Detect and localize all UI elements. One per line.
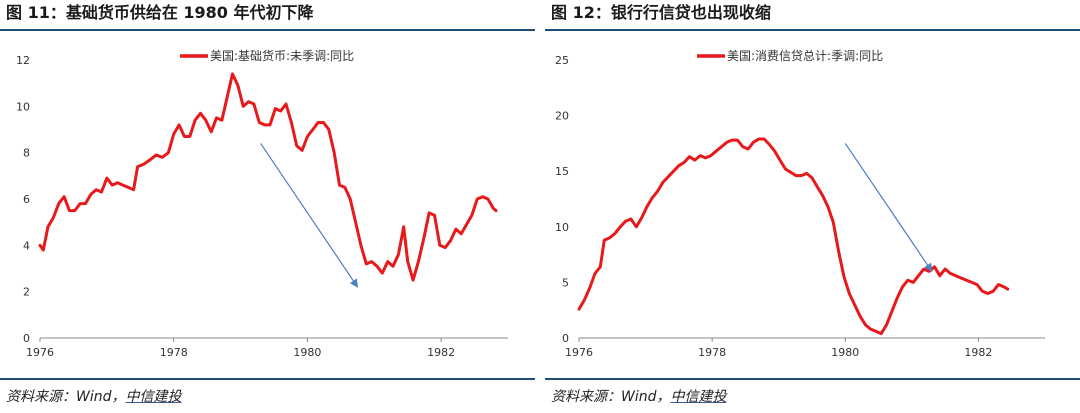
source-brand: 中信建投 [670, 389, 727, 405]
x-tick-label: 1980 [293, 346, 321, 359]
y-tick-label: 20 [555, 110, 569, 123]
y-tick-label: 12 [16, 54, 30, 67]
y-tick-label: 2 [23, 286, 30, 299]
trend-arrow [260, 143, 359, 288]
y-tick-label: 10 [555, 221, 569, 234]
x-tick-label: 1982 [964, 346, 992, 359]
y-tick-label: 10 [16, 100, 30, 113]
line-chart-consumer-credit: 0 5 10 15 20 25 1976 1978 1980 1982 美国:消费信贷总计:季调:同… [555, 49, 1045, 359]
source-note: 资料来源：Wind，中信建投 [551, 386, 727, 406]
y-tick-label: 0 [23, 332, 30, 345]
source-rule [545, 378, 1080, 380]
y-tick-label: 8 [23, 147, 30, 160]
chart-panel-left: 图 11：基础货币供给在 1980 年代初下降 0 2 4 6 8 10 12 1976 197… [0, 0, 535, 413]
source-text: 资料来源：Wind， [6, 389, 126, 405]
title-rule [545, 29, 1080, 31]
x-tick-label: 1976 [26, 346, 54, 359]
source-text: 资料来源：Wind， [551, 389, 671, 405]
trend-arrow [844, 143, 933, 272]
source-brand: 中信建投 [125, 389, 182, 405]
legend-label: 美国:基础货币:未季调:同比 [210, 48, 354, 63]
x-tick-label: 1978 [698, 346, 726, 359]
source-rule [0, 378, 535, 380]
y-tick-label: 6 [23, 193, 30, 206]
figure-title: 图 11：基础货币供给在 1980 年代初下降 [6, 3, 314, 22]
line-chart-base-money: 0 2 4 6 8 10 12 1976 1978 1980 1982 美国:基础货币:未季调:同比 [16, 48, 508, 359]
y-tick-label: 5 [562, 276, 569, 289]
y-tick-label: 4 [23, 239, 30, 252]
title-rule [0, 29, 535, 31]
chart-panel-right: 图 12：银行行信贷也出现收缩 0 5 10 15 20 25 1976 1978 1980 19… [545, 0, 1080, 413]
x-tick-label: 1976 [565, 346, 593, 359]
y-tick-label: 25 [555, 54, 569, 67]
series-line [38, 72, 498, 282]
y-tick-label: 0 [562, 332, 569, 345]
source-note: 资料来源：Wind，中信建投 [6, 386, 182, 406]
legend-label: 美国:消费信贷总计:季调:同比 [727, 49, 883, 63]
figure-title: 图 12：银行行信贷也出现收缩 [551, 3, 771, 22]
x-tick-label: 1982 [427, 346, 455, 359]
x-tick-label: 1978 [160, 346, 188, 359]
x-tick-label: 1980 [831, 346, 859, 359]
series-line [577, 137, 1010, 336]
y-tick-label: 15 [555, 165, 569, 178]
